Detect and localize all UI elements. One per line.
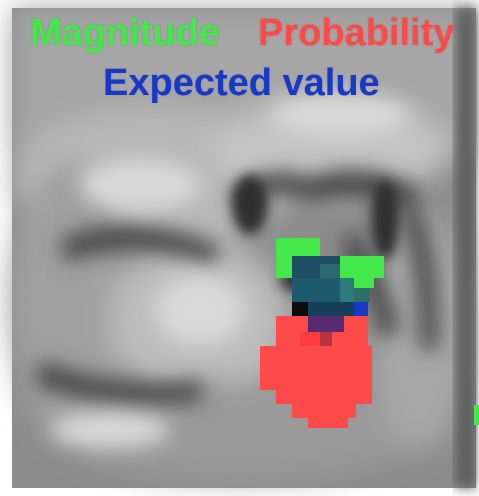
expected-value-cluster	[354, 302, 368, 316]
legend-magnitude-label: Magnitude	[30, 12, 220, 54]
probability-cluster	[260, 316, 372, 428]
legend-probability-label: Probability	[258, 12, 455, 54]
activation-overlay	[260, 238, 479, 428]
overlap-cluster	[292, 256, 370, 316]
magnitude-cluster	[276, 238, 479, 425]
mri-background	[10, 8, 476, 488]
legend-expected-value-label: Expected value	[103, 62, 380, 104]
